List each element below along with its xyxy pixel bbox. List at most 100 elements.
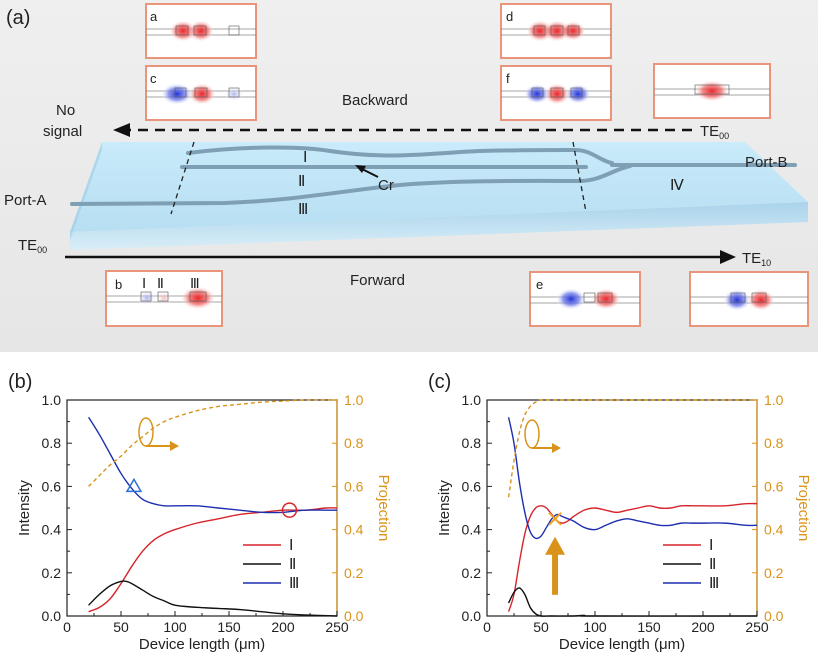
x-tick-label: 0: [63, 619, 71, 635]
x-tick-label: 100: [163, 619, 187, 635]
y2-tick-label: 0.8: [764, 435, 784, 451]
inset-e: e: [529, 271, 641, 327]
y2-tick-label: 0.6: [764, 478, 784, 494]
inset-d-letter: d: [506, 9, 513, 24]
y2-tick-label: 1.0: [344, 392, 364, 408]
inset-f-letter: f: [506, 71, 510, 86]
te10-out-label: TE10: [742, 250, 771, 268]
legend-label: Ⅲ: [289, 575, 299, 592]
x-tick-label: 250: [325, 619, 349, 635]
inset-e-letter: e: [536, 277, 543, 292]
inset-c-letter: c: [150, 71, 157, 86]
y2-tick-label: 1.0: [764, 392, 784, 408]
y2-tick-label: 0.8: [344, 435, 364, 451]
legend-label: Ⅰ: [289, 537, 293, 554]
y-tick-label: 0.0: [42, 608, 62, 624]
panel-label: (b): [8, 371, 32, 393]
te00-out-label: TE00: [700, 123, 729, 141]
panel-a-label: (a): [6, 7, 30, 29]
waveguide-label-iv: Ⅳ: [670, 177, 684, 194]
waveguide-label-i: Ⅰ: [303, 149, 307, 166]
series-line-iii: [88, 416, 337, 514]
series-line-projection: [507, 399, 757, 498]
legend-label: Ⅱ: [289, 556, 296, 573]
y-tick-label: 0.4: [42, 522, 62, 538]
x-tick-label: 150: [637, 619, 661, 635]
x-tick-label: 200: [271, 619, 295, 635]
y2-axis-label: Projection: [795, 475, 812, 542]
te00-in-label: TE00: [18, 237, 47, 255]
annotation-arrow-head: [552, 443, 561, 453]
y-tick-label: 0.0: [462, 608, 482, 624]
x-tick-label: 250: [745, 619, 769, 635]
no-signal-label-1: No: [56, 102, 75, 119]
series-line-ii: [507, 587, 758, 617]
inset-b: b Ⅰ Ⅱ Ⅲ: [105, 270, 223, 327]
port-b-label: Port-B: [745, 154, 788, 171]
inset-b-mark-iii: Ⅲ: [190, 275, 200, 291]
inset-a-letter: a: [150, 9, 158, 24]
cr-arrow: [361, 168, 379, 178]
x-axis-label: Device length (μm): [139, 636, 265, 653]
waveguide-i: [186, 145, 614, 165]
x-tick-label: 0: [483, 619, 491, 635]
x-tick-label: 200: [691, 619, 715, 635]
inset-a: a: [145, 3, 257, 59]
waveguides: [70, 145, 797, 206]
y2-tick-label: 0.4: [764, 522, 784, 538]
annotation-arrow-head: [170, 441, 179, 451]
inset-b-letter: b: [115, 277, 122, 292]
marker-triangle: [125, 477, 143, 493]
y2-tick-label: 0.2: [764, 565, 784, 581]
backward-arrow-head: [113, 123, 130, 137]
inset-port-b-forward: [689, 271, 809, 327]
y-tick-label: 0.8: [462, 435, 482, 451]
y-tick-label: 0.6: [462, 478, 482, 494]
inset-b-mark-i: Ⅰ: [142, 275, 146, 291]
y2-tick-label: 0.0: [764, 608, 784, 624]
y-tick-label: 0.2: [462, 565, 482, 581]
legend-label: Ⅲ: [709, 575, 719, 592]
y2-tick-label: 0.2: [344, 565, 364, 581]
port-a-label: Port-A: [4, 192, 47, 209]
marker-circle: [281, 502, 298, 518]
waveguide-label-ii: Ⅱ: [298, 173, 305, 190]
x-tick-label: 100: [583, 619, 607, 635]
series-line-iii: [507, 417, 758, 540]
series-line-ii: [88, 580, 338, 617]
annotation-ellipse: [138, 417, 154, 447]
legend-label: Ⅰ: [709, 537, 713, 554]
inset-b-mark-ii: Ⅱ: [157, 275, 164, 291]
y-tick-label: 0.2: [42, 565, 62, 581]
waveguide-label-iii: Ⅲ: [298, 201, 308, 218]
annotation-ellipse: [524, 419, 540, 449]
y-tick-label: 1.0: [42, 392, 62, 408]
crossing-arrow: [552, 552, 559, 595]
legend-label: Ⅱ: [709, 556, 716, 573]
y-tick-label: 1.0: [462, 392, 482, 408]
y-tick-label: 0.8: [42, 435, 62, 451]
cr-label: Cr: [378, 177, 394, 194]
forward-label: Forward: [350, 272, 405, 289]
x-tick-label: 50: [113, 619, 129, 635]
inset-port-b-backward: [653, 63, 771, 119]
marker-x: [548, 512, 562, 526]
series-line-i: [507, 502, 758, 612]
x-tick-label: 150: [217, 619, 241, 635]
x-tick-label: 50: [533, 619, 549, 635]
forward-arrow-head: [720, 250, 736, 264]
y2-axis-label: Projection: [375, 475, 392, 542]
y-axis-label: Intensity: [436, 480, 453, 536]
cr-arrow-head: [355, 165, 366, 173]
inset-c: c: [145, 65, 257, 121]
no-signal-label-2: signal: [43, 123, 82, 140]
crossing-arrow-head: [545, 536, 566, 555]
x-axis-label: Device length (μm): [559, 636, 685, 653]
inset-d: d: [500, 3, 612, 59]
y2-tick-label: 0.6: [344, 478, 364, 494]
backward-label: Backward: [342, 92, 408, 109]
series-line-i: [88, 507, 338, 613]
y2-tick-label: 0.4: [344, 522, 364, 538]
